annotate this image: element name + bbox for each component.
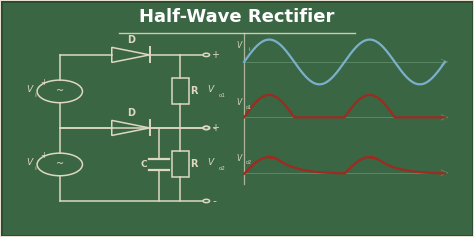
Text: o1: o1	[219, 93, 225, 98]
Text: o1: o1	[246, 105, 252, 110]
Text: V: V	[207, 158, 213, 167]
Text: -: -	[213, 196, 217, 206]
Text: i: i	[34, 166, 36, 171]
Text: +: +	[40, 78, 46, 87]
Text: V: V	[237, 41, 242, 50]
Text: +: +	[211, 50, 219, 60]
Text: C: C	[141, 160, 147, 169]
Text: V: V	[237, 98, 242, 107]
Text: o2: o2	[219, 166, 225, 171]
Text: o2: o2	[246, 160, 252, 165]
Text: +: +	[40, 151, 46, 160]
Text: -: -	[213, 123, 217, 133]
Text: Half-Wave Rectifier: Half-Wave Rectifier	[139, 8, 335, 26]
Text: R: R	[190, 160, 197, 169]
Text: V: V	[26, 158, 32, 167]
Text: V: V	[26, 85, 32, 94]
Text: ~: ~	[56, 160, 64, 169]
Text: D: D	[127, 35, 135, 45]
Text: +: +	[211, 123, 219, 133]
Text: ~: ~	[56, 87, 64, 96]
Text: V: V	[237, 154, 242, 163]
Text: D: D	[127, 108, 135, 118]
Text: i: i	[34, 93, 36, 98]
Text: R: R	[190, 87, 197, 96]
Text: V: V	[207, 85, 213, 94]
Text: i: i	[248, 47, 249, 52]
